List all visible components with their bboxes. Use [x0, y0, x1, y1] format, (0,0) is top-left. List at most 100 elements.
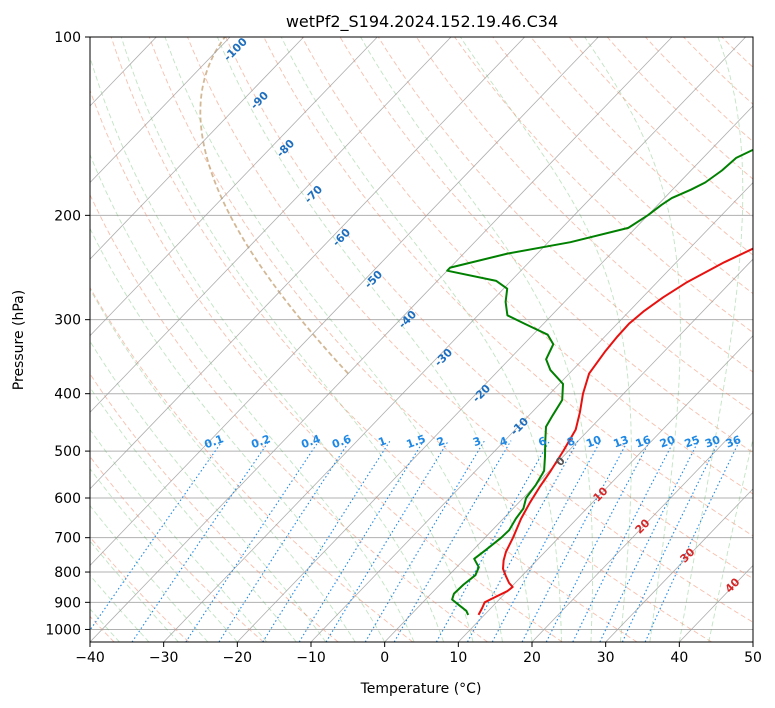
moist-adiabat-line	[90, 468, 238, 642]
mixing-ratio-line	[218, 440, 351, 642]
mixing-ratio-label: 0.4	[299, 432, 322, 451]
moist-adiabat-line	[678, 37, 744, 642]
y-tick-label: 400	[54, 387, 81, 403]
mixing-ratio-line	[262, 440, 391, 642]
mixing-ratio-line	[131, 440, 270, 642]
isotherm-line	[237, 105, 753, 642]
y-tick-label: 600	[54, 491, 81, 507]
mixing-ratio-line	[393, 440, 512, 642]
mixing-ratio-label: 1.5	[405, 432, 428, 451]
mixing-ratio-label: 36	[724, 433, 743, 451]
x-axis-label: Temperature (°C)	[360, 681, 482, 697]
mixing-ratio-lines	[90, 440, 741, 642]
isotherm-line	[531, 411, 753, 642]
moist-adiabat-line	[584, 37, 681, 642]
y-tick-label: 800	[54, 565, 81, 581]
x-tick-label: 50	[744, 650, 762, 666]
moist-adiabat-line	[90, 288, 356, 642]
mixing-ratio-line	[599, 440, 700, 642]
y-tick-label: 1000	[45, 622, 81, 638]
mixing-ratio-label: 25	[683, 433, 702, 450]
plot-frame	[89, 36, 754, 643]
y-tick-label: 900	[54, 595, 81, 611]
mixing-ratio-label: 0.6	[330, 432, 353, 451]
moist-adiabat-line	[90, 386, 297, 642]
profile-lines	[446, 148, 753, 616]
isotherm-line	[90, 37, 525, 490]
isotherm-line	[90, 37, 599, 567]
isotherms	[90, 37, 753, 642]
y-tick-label: 200	[54, 208, 81, 224]
dry-adiabat-line	[339, 37, 753, 454]
moist-adiabat-line	[90, 540, 179, 642]
isotherm-line	[605, 488, 753, 642]
mixing-ratio-label: 10	[584, 433, 603, 451]
moist-adiabat-line	[120, 37, 474, 642]
mixing-ratio-label: 16	[634, 433, 653, 451]
mixing-ratio-line	[325, 440, 449, 642]
y-tick-label: 300	[54, 313, 81, 329]
moist-adiabat-line	[90, 574, 150, 642]
isotherm-line	[310, 181, 753, 642]
dry-adiabat-line	[225, 37, 753, 580]
y-axis-label: Pressure (hPa)	[11, 290, 27, 390]
isotherm-line	[90, 37, 304, 260]
isotherm-line	[163, 37, 746, 642]
dry-adiabat-line	[90, 89, 563, 642]
y-axis-ticks: 1000 900 800 700 600 500 400 300 200 100	[45, 30, 90, 638]
chart-title: wetPf2_S194.2024.152.19.46.C34	[286, 12, 558, 32]
moist-adiabat-line	[280, 37, 562, 642]
mixing-ratio-label: 20	[658, 433, 677, 451]
temperature-profile-line	[477, 247, 753, 616]
mixing-ratio-line	[298, 440, 425, 642]
mixing-ratio-line	[435, 440, 551, 642]
mixing-ratio-line	[364, 440, 486, 642]
moist-adiabat-line	[216, 37, 533, 642]
mixing-ratio-line	[185, 440, 320, 642]
isotherm-line	[90, 37, 231, 184]
x-tick-label: 30	[597, 650, 615, 666]
mixing-ratio-label: 0.1	[203, 432, 226, 451]
mixing-ratio-line	[572, 440, 675, 642]
mixing-ratio-label: 8	[565, 434, 577, 449]
moist-adiabat-line	[164, 37, 503, 642]
moist-adiabat-line	[90, 55, 445, 642]
moist-adiabat-line	[90, 227, 386, 642]
mixing-ratio-line	[491, 440, 602, 642]
isotherm-line	[90, 37, 452, 413]
dry-adiabat-line	[110, 37, 638, 642]
x-tick-label: −30	[149, 650, 179, 666]
moist-adiabat-line	[90, 340, 327, 642]
x-tick-label: −20	[223, 650, 253, 666]
mixing-ratio-label: 3	[471, 434, 483, 449]
mixing-ratio-label: 6	[537, 434, 549, 449]
x-tick-label: −40	[75, 650, 105, 666]
mixing-ratio-label: 30	[703, 433, 722, 451]
mixing-ratio-label: 4	[498, 434, 510, 449]
mixing-ratio-label: 0.2	[249, 432, 272, 451]
dry-adiabat-line	[148, 37, 712, 642]
moist-adiabat-line	[90, 428, 268, 642]
dry-adiabats	[90, 37, 753, 642]
mixing-ratio-line	[90, 440, 224, 632]
x-axis-ticks: −40 −30 −20 −10 0 10 20 30 40 50	[75, 642, 762, 666]
mixing-ratio-label: 13	[612, 433, 631, 450]
isotherm-line	[458, 335, 753, 642]
dry-adiabat-line	[90, 193, 488, 642]
mixing-ratio-label: 1	[376, 434, 388, 449]
x-tick-label: 20	[523, 650, 541, 666]
plot-area: -100-90-80-70-60-50-40-30-20-10010203040…	[90, 37, 753, 642]
isotherm-line	[384, 258, 753, 642]
dry-adiabat-line	[90, 536, 190, 642]
x-tick-label: 10	[449, 650, 467, 666]
mixing-ratio-line	[467, 440, 579, 642]
dry-adiabat-line	[90, 373, 339, 642]
y-tick-label: 700	[54, 531, 81, 547]
moist-adiabat-line	[360, 37, 594, 642]
y-tick-label: 500	[54, 444, 81, 460]
dry-adiabat-line	[416, 37, 753, 373]
moist-adiabat-line	[460, 37, 632, 642]
isotherm-line	[90, 37, 378, 337]
